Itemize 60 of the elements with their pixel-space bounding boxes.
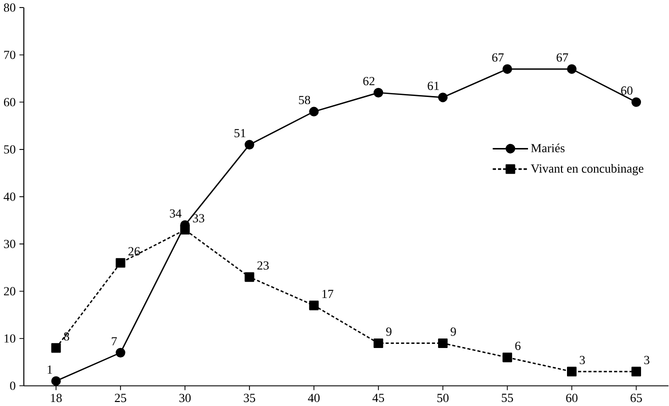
y-tick-label: 80 — [4, 4, 16, 12]
point — [244, 272, 254, 282]
y-tick-label: 10 — [4, 334, 16, 343]
data-label: 8 — [64, 332, 70, 341]
x-tick-label: 50 — [437, 394, 449, 402]
data-label: 17 — [322, 290, 334, 298]
y-tick-label: 40 — [4, 192, 16, 202]
legend-label: Mariés — [531, 144, 565, 153]
data-label: 58 — [298, 96, 310, 104]
point — [374, 338, 384, 348]
point — [51, 343, 61, 353]
data-label: 26 — [128, 247, 140, 256]
y-tick-label: 20 — [4, 287, 16, 296]
point — [502, 352, 512, 362]
data-label: 62 — [363, 77, 374, 86]
point — [438, 338, 448, 348]
x-tick-label: 30 — [179, 394, 191, 402]
point — [180, 225, 190, 235]
legend-label: Vivant en concubinage — [530, 164, 644, 176]
x-tick-label: 55 — [502, 394, 514, 402]
y-tick-label: 60 — [4, 98, 16, 107]
x-tick-label: 65 — [630, 394, 642, 402]
x-tick-label: 18 — [50, 394, 62, 402]
data-label: 34 — [170, 210, 182, 218]
point — [631, 98, 642, 108]
data-label: 3 — [580, 356, 585, 364]
data-label: 67 — [556, 54, 568, 62]
point — [309, 300, 319, 310]
point — [51, 376, 61, 386]
data-label: 23 — [257, 262, 269, 270]
point — [116, 348, 126, 358]
data-label: 33 — [192, 214, 204, 223]
point — [631, 367, 642, 377]
x-tick-label: 60 — [566, 394, 578, 402]
point — [566, 367, 577, 377]
x-tick-label: 25 — [114, 394, 126, 402]
x-tick-label: 40 — [308, 394, 320, 402]
y-tick-label: 70 — [4, 50, 16, 60]
point — [566, 64, 577, 74]
data-label: 67 — [492, 54, 504, 62]
data-label: 9 — [450, 328, 456, 336]
y-tick-label: 50 — [4, 145, 16, 154]
point — [502, 64, 512, 74]
data-label: 61 — [428, 82, 439, 90]
data-label: 6 — [515, 342, 521, 350]
point — [116, 258, 126, 268]
point — [244, 140, 254, 150]
point — [309, 107, 319, 117]
x-tick-label: 45 — [372, 394, 384, 402]
x-tick-label: 35 — [244, 394, 256, 402]
data-label: 1 — [48, 366, 52, 374]
point — [438, 92, 448, 102]
data-label: 51 — [234, 129, 246, 138]
data-label: 3 — [644, 356, 650, 364]
data-label: 7 — [112, 337, 117, 346]
data-label: 9 — [386, 328, 392, 336]
y-tick-label: 30 — [4, 240, 16, 248]
y-tick-label: 0 — [10, 382, 16, 390]
data-label: 60 — [621, 86, 632, 95]
point — [374, 88, 384, 98]
